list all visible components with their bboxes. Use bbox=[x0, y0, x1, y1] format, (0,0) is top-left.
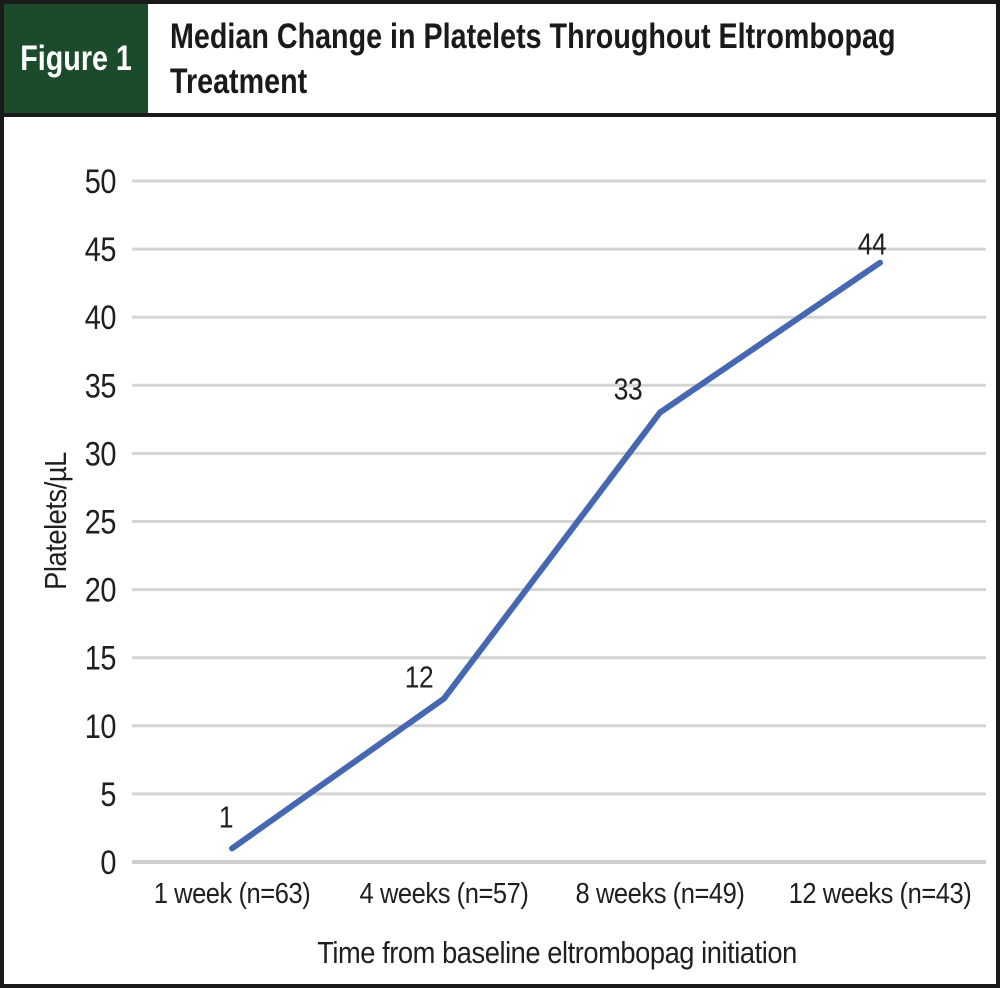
x-tick-label: 4 weeks (n=57) bbox=[360, 876, 529, 909]
chart-area: 0 5 10 15 20 25 30 35 40 45 50 1 week (n=63) 4 weeks… bbox=[4, 125, 996, 984]
y-tick-label: 25 bbox=[85, 502, 116, 541]
data-label: 12 bbox=[405, 661, 433, 695]
x-axis-title: Time from baseline eltrombopag initiatio… bbox=[317, 936, 797, 970]
y-tick-label: 50 bbox=[85, 162, 116, 201]
line-chart: 0 5 10 15 20 25 30 35 40 45 50 1 week (n=63) 4 weeks… bbox=[39, 162, 986, 970]
figure-title-line-2: Treatment bbox=[170, 61, 308, 101]
y-tick-label: 5 bbox=[100, 775, 116, 814]
data-label: 44 bbox=[858, 228, 887, 262]
y-tick-label: 45 bbox=[85, 230, 116, 269]
x-tick-label: 8 weeks (n=49) bbox=[576, 876, 745, 909]
figure-title-line-1: Median Change in Platelets Throughout El… bbox=[170, 16, 896, 56]
y-tick-label: 35 bbox=[85, 366, 116, 405]
y-tick-label: 0 bbox=[100, 843, 116, 882]
figure-title-text: Median Change in Platelets Throughout El… bbox=[170, 14, 896, 104]
y-tick-label: 30 bbox=[85, 434, 116, 473]
figure-badge-label: Figure 1 bbox=[20, 38, 132, 78]
figure-title: Median Change in Platelets Throughout El… bbox=[148, 4, 996, 113]
x-tick-label: 12 weeks (n=43) bbox=[789, 876, 972, 909]
y-tick-label: 20 bbox=[85, 570, 116, 609]
data-label: 1 bbox=[219, 800, 233, 834]
data-label: 33 bbox=[614, 373, 642, 407]
data-line bbox=[229, 259, 883, 852]
y-tick-label: 15 bbox=[85, 638, 116, 677]
y-tick-label: 10 bbox=[85, 707, 116, 746]
y-axis-title: Platelets/µL bbox=[39, 452, 73, 590]
y-tick-label: 40 bbox=[85, 298, 116, 337]
figure-badge: Figure 1 bbox=[4, 4, 148, 113]
figure-header: Figure 1 Median Change in Platelets Thro… bbox=[4, 4, 996, 117]
x-tick-label: 1 week (n=63) bbox=[154, 876, 311, 909]
